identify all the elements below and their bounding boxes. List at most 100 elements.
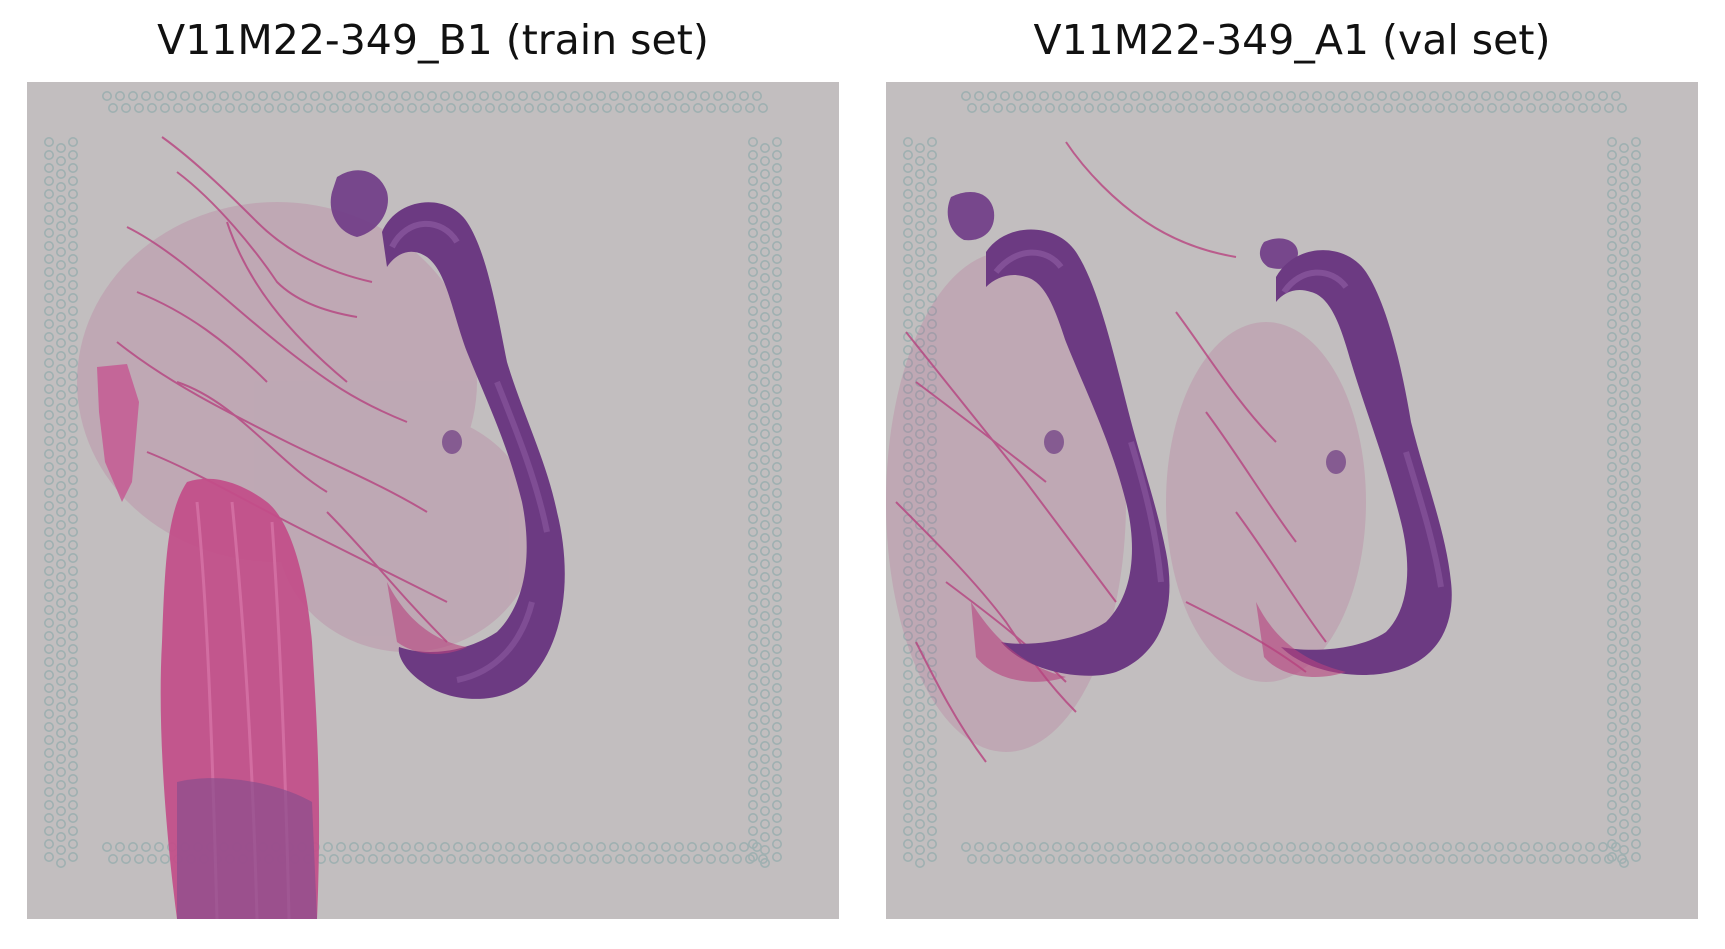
fiducial-spot xyxy=(1272,91,1283,101)
fiducial-spot xyxy=(747,461,758,472)
fiducial-spot xyxy=(1630,812,1641,823)
fiducial-spot xyxy=(1618,169,1629,180)
fiducial-spot xyxy=(67,604,78,615)
fiducial-spot xyxy=(445,102,456,113)
fiducial-spot xyxy=(926,370,937,381)
fiducial-spot xyxy=(1239,102,1250,113)
fiducial-spot xyxy=(1606,500,1617,511)
fiducial-spot xyxy=(478,91,489,101)
fiducial-spot xyxy=(1606,695,1617,706)
fiducial-spot xyxy=(43,332,54,343)
fiducial-spot xyxy=(771,163,782,174)
fiducial-spot xyxy=(1084,853,1095,864)
fiducial-spot xyxy=(914,312,925,323)
fiducial-spot xyxy=(1618,260,1629,271)
fiducial-spot xyxy=(1630,189,1641,200)
fiducial-spot xyxy=(102,841,113,852)
fiducial-spot xyxy=(771,851,782,862)
fiducial-spot xyxy=(43,669,54,680)
lymphoid-nodule xyxy=(1044,430,1064,454)
fiducial-spot xyxy=(67,487,78,498)
fiducial-spot xyxy=(582,91,593,101)
fiducial-spot xyxy=(1630,617,1641,628)
fiducial-spot xyxy=(926,617,937,628)
fiducial-spot xyxy=(1512,102,1523,113)
fiducial-spot xyxy=(1571,91,1582,101)
fiducial-spot xyxy=(1213,853,1224,864)
fiducial-spot xyxy=(43,293,54,304)
fiducial-spot xyxy=(747,721,758,732)
fiducial-spot xyxy=(902,383,913,394)
fiducial-spot xyxy=(1174,853,1185,864)
fiducial-spot xyxy=(1606,734,1617,745)
fiducial-spot xyxy=(914,195,925,206)
fiducial-spot xyxy=(102,91,113,101)
fiducial-spot xyxy=(902,396,913,407)
fiducial-spot xyxy=(771,332,782,343)
fiducial-spot xyxy=(1618,182,1629,193)
fiducial-spot xyxy=(1551,102,1562,113)
fiducial-spot xyxy=(1343,102,1354,113)
fiducial-spot xyxy=(595,91,606,101)
fiducial-spot xyxy=(1467,841,1478,852)
fiducial-spot xyxy=(771,773,782,784)
fiducial-spot xyxy=(1618,753,1629,764)
fiducial-spot xyxy=(67,370,78,381)
fiducial-spot xyxy=(1538,102,1549,113)
fiducial-spot xyxy=(67,474,78,485)
fiducial-spot xyxy=(147,853,158,864)
fiducial-spot xyxy=(348,841,359,852)
fiducial-spot xyxy=(1084,102,1095,113)
fiducial-spot xyxy=(1630,332,1641,343)
fiducial-spot xyxy=(902,487,913,498)
fiducial-spot xyxy=(1606,526,1617,537)
fiducial-spot xyxy=(1584,841,1595,852)
fiducial-spot xyxy=(759,701,770,712)
fiducial-spot xyxy=(1369,853,1380,864)
fiducial-spot xyxy=(517,91,528,101)
fiducial-spot xyxy=(759,649,770,660)
fiducial-spot xyxy=(1200,853,1211,864)
fiducial-spot xyxy=(55,273,66,284)
fiducial-spot xyxy=(759,584,770,595)
fiducial-spot xyxy=(902,721,913,732)
fiducial-spot xyxy=(914,779,925,790)
fiducial-spot xyxy=(67,799,78,810)
fiducial-spot xyxy=(926,539,937,550)
fiducial-spot xyxy=(1207,841,1218,852)
fiducial-spot xyxy=(1298,841,1309,852)
fiducial-spot xyxy=(1630,526,1641,537)
fiducial-spot xyxy=(914,805,925,816)
fiducial-spot xyxy=(902,422,913,433)
fiducial-spot xyxy=(914,584,925,595)
fiducial-spot xyxy=(914,532,925,543)
fiducial-spot xyxy=(712,91,723,101)
fiducial-spot xyxy=(1013,91,1024,101)
fiducial-spot xyxy=(43,604,54,615)
fiducial-spot xyxy=(1618,610,1629,621)
fiducial-spot xyxy=(747,591,758,602)
fiducial-spot xyxy=(1130,841,1141,852)
fiducial-spot xyxy=(771,293,782,304)
fiducial-spot xyxy=(1618,792,1629,803)
fiducial-spot xyxy=(692,853,703,864)
fiducial-spot xyxy=(902,669,913,680)
fiducial-spot xyxy=(1630,396,1641,407)
fiducial-spot xyxy=(759,753,770,764)
fiducial-spot xyxy=(1026,91,1037,101)
fiducial-spot xyxy=(926,189,937,200)
fiducial-spot xyxy=(1117,841,1128,852)
fiducial-spot xyxy=(1618,506,1629,517)
fiducial-spot xyxy=(747,435,758,446)
fiducial-spot xyxy=(627,102,638,113)
muscle-layer xyxy=(160,478,320,919)
fiducial-spot xyxy=(387,841,398,852)
fiducial-spot xyxy=(1181,841,1192,852)
fiducial-spot xyxy=(543,91,554,101)
fiducial-spot xyxy=(686,841,697,852)
fiducial-spot xyxy=(413,841,424,852)
fiducial-spot xyxy=(1142,841,1153,852)
fiducial-spot xyxy=(1278,102,1289,113)
fiducial-spot xyxy=(1630,487,1641,498)
fiducial-spot xyxy=(43,448,54,459)
